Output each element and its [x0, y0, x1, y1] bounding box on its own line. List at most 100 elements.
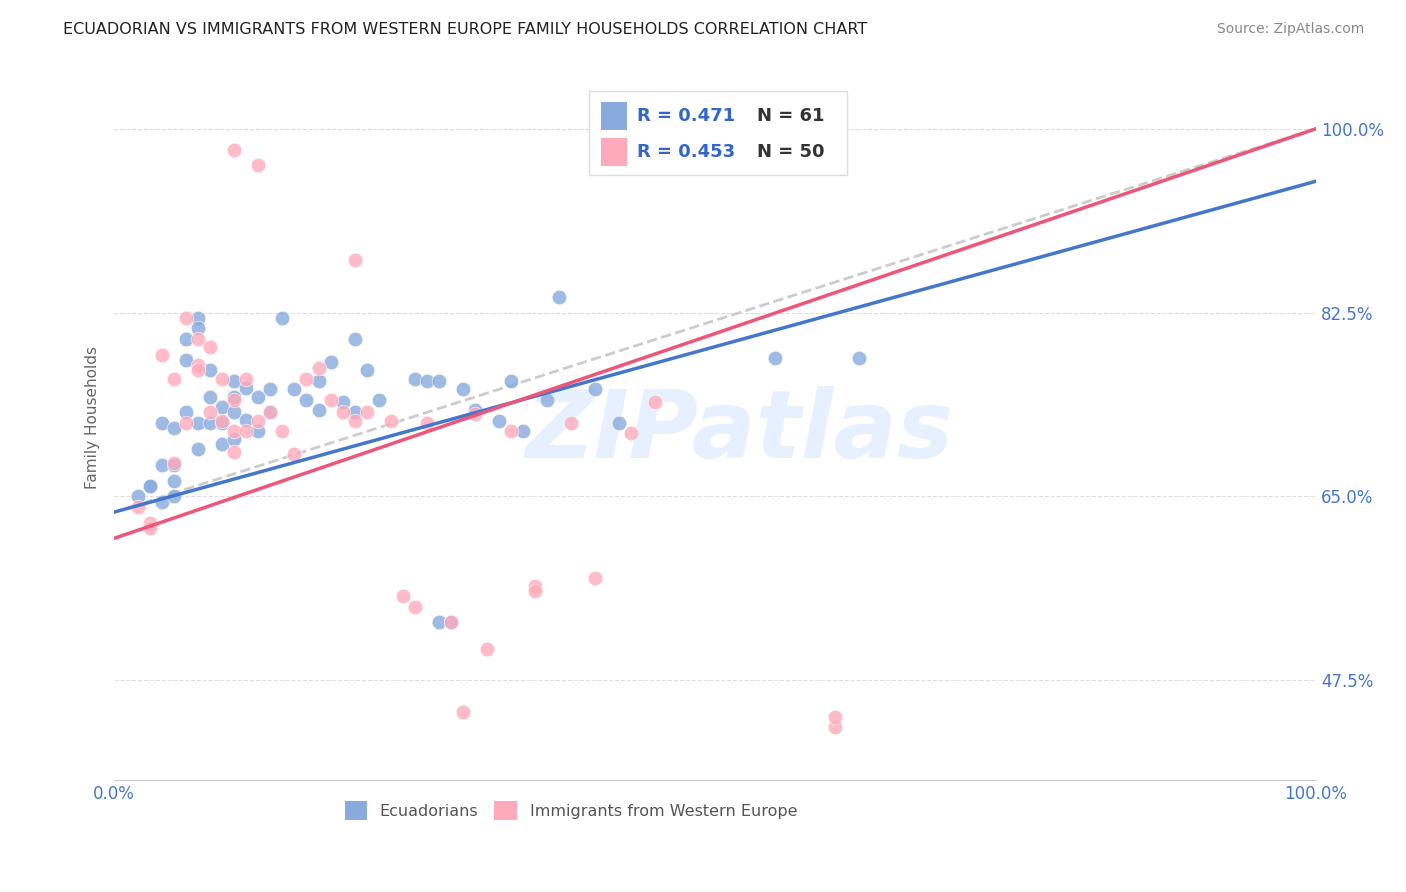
Point	[163, 458, 186, 472]
FancyBboxPatch shape	[600, 103, 627, 130]
Point	[211, 372, 233, 386]
Point	[187, 363, 209, 377]
Point	[224, 143, 246, 157]
Point	[224, 445, 246, 459]
Point	[235, 381, 257, 395]
Point	[235, 372, 257, 386]
Point	[163, 421, 186, 435]
Point	[451, 382, 474, 396]
Point	[343, 405, 366, 419]
Point	[176, 352, 198, 367]
FancyBboxPatch shape	[589, 91, 848, 175]
Point	[848, 351, 870, 365]
Point	[499, 424, 522, 438]
Point	[235, 424, 257, 438]
Point	[127, 489, 149, 503]
Point	[356, 405, 378, 419]
Point	[271, 424, 294, 438]
FancyBboxPatch shape	[600, 138, 627, 166]
Point	[356, 363, 378, 377]
Point	[548, 290, 571, 304]
Point	[200, 363, 222, 377]
Point	[464, 403, 486, 417]
Point	[163, 456, 186, 470]
Point	[163, 372, 186, 386]
Point	[440, 615, 463, 630]
Point	[824, 710, 846, 724]
Point	[139, 521, 162, 535]
Point	[127, 500, 149, 514]
Point	[224, 432, 246, 446]
Legend: Ecuadorians, Immigrants from Western Europe: Ecuadorians, Immigrants from Western Eur…	[339, 795, 803, 826]
Point	[499, 374, 522, 388]
Text: ECUADORIAN VS IMMIGRANTS FROM WESTERN EUROPE FAMILY HOUSEHOLDS CORRELATION CHART: ECUADORIAN VS IMMIGRANTS FROM WESTERN EU…	[63, 22, 868, 37]
Point	[211, 416, 233, 430]
Point	[607, 416, 630, 430]
Point	[187, 416, 209, 430]
Point	[224, 374, 246, 388]
Point	[560, 416, 582, 430]
Point	[247, 390, 270, 404]
Point	[620, 426, 643, 441]
Point	[427, 374, 450, 388]
Point	[150, 416, 173, 430]
Text: R = 0.453: R = 0.453	[637, 144, 735, 161]
Point	[644, 394, 666, 409]
Point	[308, 374, 330, 388]
Point	[319, 392, 342, 407]
Point	[200, 340, 222, 354]
Point	[380, 414, 402, 428]
Point	[163, 474, 186, 488]
Point	[224, 424, 246, 438]
Point	[536, 392, 558, 407]
Point	[523, 579, 546, 593]
Text: Source: ZipAtlas.com: Source: ZipAtlas.com	[1216, 22, 1364, 37]
Point	[283, 382, 305, 396]
Point	[488, 414, 510, 428]
Point	[200, 390, 222, 404]
Point	[187, 332, 209, 346]
Point	[332, 394, 354, 409]
Point	[176, 405, 198, 419]
Point	[475, 641, 498, 656]
Point	[211, 400, 233, 414]
Point	[176, 332, 198, 346]
Point	[150, 347, 173, 361]
Point	[523, 583, 546, 598]
Text: R = 0.471: R = 0.471	[637, 107, 735, 125]
Point	[404, 372, 426, 386]
Point	[163, 489, 186, 503]
Point	[763, 351, 786, 365]
Point	[211, 437, 233, 451]
Text: N = 50: N = 50	[758, 144, 825, 161]
Point	[343, 332, 366, 346]
Point	[139, 516, 162, 530]
Point	[224, 390, 246, 404]
Point	[283, 447, 305, 461]
Point	[391, 589, 413, 603]
Point	[187, 358, 209, 372]
Point	[451, 705, 474, 719]
Point	[176, 416, 198, 430]
Point	[343, 414, 366, 428]
Point	[259, 382, 281, 396]
Point	[583, 382, 606, 396]
Point	[247, 424, 270, 438]
Point	[404, 599, 426, 614]
Point	[824, 721, 846, 735]
Point	[200, 405, 222, 419]
Point	[259, 405, 281, 419]
Point	[150, 458, 173, 472]
Point	[187, 310, 209, 325]
Point	[583, 571, 606, 585]
Point	[200, 416, 222, 430]
Point	[367, 392, 389, 407]
Y-axis label: Family Households: Family Households	[86, 346, 100, 489]
Point	[308, 361, 330, 376]
Point	[176, 310, 198, 325]
Point	[235, 412, 257, 426]
Text: ZIPatlas: ZIPatlas	[524, 386, 953, 478]
Point	[224, 405, 246, 419]
Point	[332, 405, 354, 419]
Point	[415, 374, 437, 388]
